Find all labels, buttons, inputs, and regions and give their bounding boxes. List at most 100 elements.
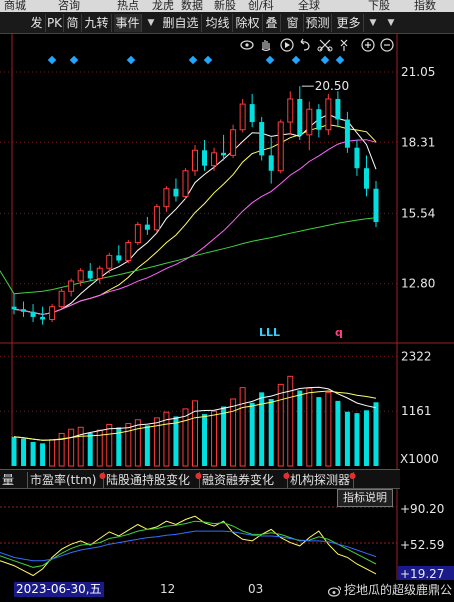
toolbar-button[interactable]: 删自选 xyxy=(160,14,202,32)
play-triangle xyxy=(285,42,290,48)
top-nav-item[interactable]: 热点 xyxy=(117,0,139,12)
indicator-help-button[interactable]: 指标说明 xyxy=(337,489,393,507)
scissors-handle xyxy=(317,46,323,52)
candle-body xyxy=(116,255,122,261)
candle-body xyxy=(58,290,65,308)
top-nav-item[interactable]: 新股 xyxy=(214,0,236,12)
candle-body xyxy=(277,121,284,172)
top-nav-item[interactable]: 创/科 xyxy=(248,0,274,12)
price-tick-label: 21.05 xyxy=(401,65,435,79)
event-marker-icon xyxy=(320,55,330,65)
candle xyxy=(277,119,284,174)
indicator-tab[interactable]: 融资融券变化 xyxy=(202,472,288,488)
candle xyxy=(30,304,36,323)
date-tick: 03 xyxy=(248,582,264,596)
event-marker-icon xyxy=(335,55,345,65)
indicator-tick-label: +52.59 xyxy=(400,538,444,552)
toolbar-button[interactable]: 简 xyxy=(64,14,82,32)
top-nav-item[interactable]: 商城 xyxy=(4,0,26,12)
candle-body xyxy=(163,188,170,208)
candle-body xyxy=(287,98,294,123)
candle xyxy=(239,98,246,133)
candle-body xyxy=(21,309,27,312)
candle xyxy=(306,101,313,151)
candle xyxy=(182,168,189,199)
toolbar-button[interactable]: 均线 xyxy=(203,14,233,32)
weibo-logo-icon xyxy=(327,585,342,597)
candle-body xyxy=(87,270,93,279)
indicator-tab[interactable]: 机构探测器 xyxy=(290,472,354,488)
candle xyxy=(77,268,84,287)
toolbar-button[interactable]: 九转 xyxy=(82,14,112,32)
volume-bar xyxy=(268,398,274,466)
indicator-tab[interactable]: 陆股通持股变化 xyxy=(106,472,200,488)
volume-bar xyxy=(144,425,150,466)
volume-bar xyxy=(153,417,160,467)
candle xyxy=(134,222,141,246)
top-nav-item[interactable]: 全球 xyxy=(298,0,320,12)
candle xyxy=(373,181,379,228)
candle xyxy=(202,140,208,171)
high-annotation-label: 20.50 xyxy=(315,79,349,93)
candle-body xyxy=(11,306,17,310)
candle xyxy=(163,186,170,212)
toolbar-button[interactable]: 发 xyxy=(28,14,46,32)
candle xyxy=(249,93,255,128)
zoom-in-plus xyxy=(365,42,371,48)
candle xyxy=(259,116,265,161)
toolbar-button[interactable]: PK xyxy=(46,14,64,32)
candle xyxy=(87,263,93,282)
candle-body xyxy=(306,108,313,136)
volume-bar xyxy=(249,402,255,466)
chevron-down-icon[interactable]: ▼ xyxy=(387,18,395,28)
candle xyxy=(363,155,369,197)
top-nav-item[interactable]: 咨询 xyxy=(58,0,80,12)
filter-icon xyxy=(340,39,348,51)
top-nav-item[interactable]: 龙虎 xyxy=(152,0,174,12)
candle xyxy=(287,91,294,135)
candle-body xyxy=(144,224,150,230)
price-tick-label: 15.54 xyxy=(401,206,435,220)
toolbar-button[interactable]: 叠 xyxy=(263,14,281,32)
toolbar-button[interactable]: 窗 xyxy=(282,14,304,32)
chart-controls[interactable] xyxy=(240,38,394,52)
eye-pupil xyxy=(245,43,249,47)
dropdown-arrow-icon[interactable]: ▼ xyxy=(369,18,377,28)
candle xyxy=(125,240,132,264)
candle xyxy=(96,265,103,284)
candle xyxy=(316,104,322,138)
price-tick-label: 18.31 xyxy=(401,135,435,149)
ma20-line xyxy=(13,139,377,315)
indicator-tab[interactable]: 市盈率(ttm) xyxy=(30,472,104,488)
volume-bar xyxy=(306,387,313,467)
volume-bar xyxy=(192,400,198,467)
candle xyxy=(221,134,227,161)
eye-icon xyxy=(240,40,254,50)
toolbar-button[interactable]: 更多 xyxy=(334,14,364,32)
volume-bar xyxy=(21,438,27,466)
event-marker-icon xyxy=(291,55,301,65)
top-nav-item[interactable]: 指数 xyxy=(414,0,436,12)
candle xyxy=(144,216,150,235)
volume-unit-label: X1000 xyxy=(400,452,439,466)
candle xyxy=(116,245,122,264)
volume-bar xyxy=(277,383,284,467)
new-badge-icon: ● xyxy=(283,471,290,480)
dropdown-arrow-icon[interactable]: ▼ xyxy=(147,18,155,28)
toolbar-button[interactable]: 事件 xyxy=(114,14,142,32)
volume-bar xyxy=(287,375,294,467)
top-nav-item[interactable]: 下股 xyxy=(368,0,390,12)
toolbar-button[interactable]: 预测 xyxy=(304,14,332,32)
volume-bar xyxy=(106,423,113,467)
current-date-label: 2023-06-30,五 xyxy=(14,582,104,597)
toolbar-button[interactable]: 除权 xyxy=(233,14,263,32)
signal-label: q xyxy=(335,326,343,339)
indicator-tabs: 量市盈率(ttm) 陆股通持股变化 融资融券变化 机构探测器 ● ● ● ● xyxy=(0,469,400,489)
volume-bar xyxy=(134,419,141,467)
volume-bar xyxy=(211,410,218,467)
indicator-tab[interactable]: 量 xyxy=(2,472,28,488)
candle-body xyxy=(153,206,160,231)
indicator-line-1 xyxy=(0,515,377,577)
top-nav-item[interactable]: 数据 xyxy=(181,0,203,12)
